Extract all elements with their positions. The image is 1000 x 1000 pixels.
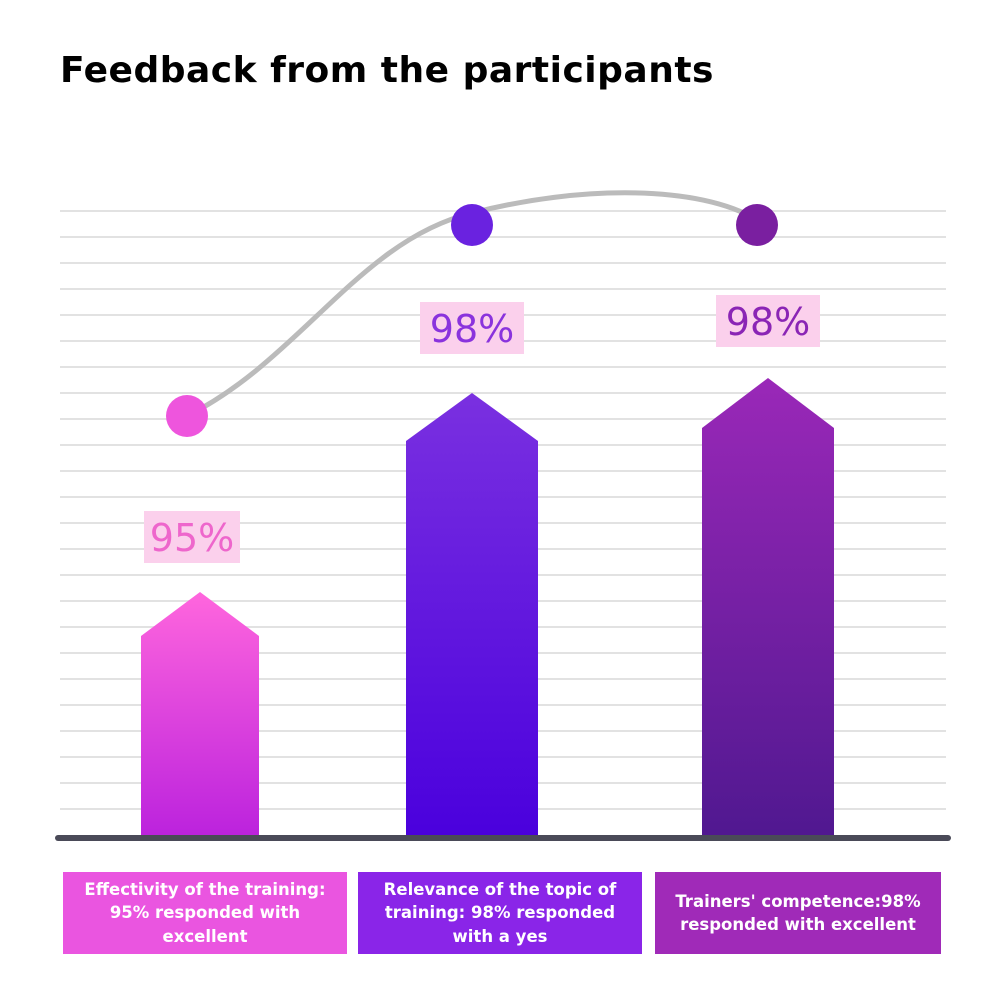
marker-dot-3: [736, 204, 778, 246]
category-label-1: Effectivity of the training: 95% respond…: [63, 872, 347, 954]
category-label-2: Relevance of the topic of training: 98% …: [358, 872, 642, 954]
bar-2: [406, 393, 538, 838]
marker-dot-2: [451, 204, 493, 246]
data-label-bg-2: [420, 302, 524, 354]
data-label-bg-1: [144, 511, 240, 563]
marker-dot-1: [166, 395, 208, 437]
data-label-3: 98%: [726, 300, 810, 344]
data-label-bg-3: [716, 295, 820, 347]
data-label-2: 98%: [430, 307, 514, 351]
data-label-1: 95%: [150, 516, 234, 560]
bar-3: [702, 378, 834, 838]
chart-title: Feedback from the participants: [60, 50, 714, 91]
bar-1: [141, 592, 259, 838]
category-label-3: Trainers' competence:98% responded with …: [655, 872, 941, 954]
